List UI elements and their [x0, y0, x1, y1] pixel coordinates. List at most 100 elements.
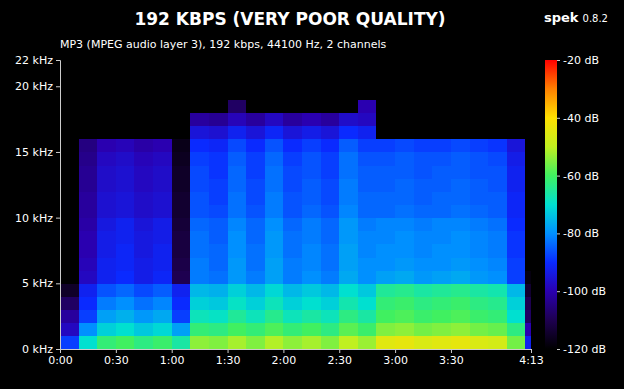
cell — [153, 218, 172, 232]
cell — [97, 126, 116, 140]
cell — [302, 126, 321, 140]
cell — [283, 152, 302, 166]
cell — [153, 244, 172, 258]
cell — [395, 191, 414, 205]
cell — [432, 336, 451, 349]
cell — [153, 178, 172, 192]
cell — [209, 310, 228, 324]
cell — [190, 323, 209, 337]
cell — [321, 257, 340, 271]
cell — [153, 86, 172, 100]
cell — [525, 99, 531, 113]
cell — [134, 152, 153, 166]
cell — [414, 99, 433, 113]
cell — [321, 296, 340, 310]
cell — [172, 231, 191, 245]
tick: -20 dB — [557, 54, 599, 67]
cell — [507, 231, 526, 245]
cell — [525, 178, 531, 192]
cell — [414, 257, 433, 271]
tick-label: 5 kHz — [22, 277, 53, 290]
cell — [432, 270, 451, 284]
cell — [190, 178, 209, 192]
cell — [321, 191, 340, 205]
cell — [358, 310, 377, 324]
cell — [134, 60, 153, 74]
cell — [414, 218, 433, 232]
cell — [172, 257, 191, 271]
cell — [265, 296, 284, 310]
cell — [97, 283, 116, 297]
cell — [246, 152, 265, 166]
cell — [79, 99, 98, 113]
cell — [414, 323, 433, 337]
cell — [432, 191, 451, 205]
cell — [246, 73, 265, 87]
cell — [190, 126, 209, 140]
cell — [97, 152, 116, 166]
tick-label: -80 dB — [563, 227, 599, 240]
tick: 20 kHz — [15, 80, 60, 93]
cell — [209, 283, 228, 297]
cell — [525, 205, 531, 219]
cell — [153, 323, 172, 337]
cell — [265, 191, 284, 205]
tick-label: 2:00 — [272, 354, 297, 367]
tick-label: 0 kHz — [22, 343, 53, 356]
cell — [395, 139, 414, 153]
cell — [153, 60, 172, 74]
cell — [432, 231, 451, 245]
cell — [470, 165, 489, 179]
cell — [376, 191, 395, 205]
cell — [358, 270, 377, 284]
cell — [470, 205, 489, 219]
cell — [283, 296, 302, 310]
cell — [97, 323, 116, 337]
cell — [321, 165, 340, 179]
cell — [134, 178, 153, 192]
cell — [246, 99, 265, 113]
cell — [488, 310, 507, 324]
cell — [507, 165, 526, 179]
cell — [97, 231, 116, 245]
cell — [190, 218, 209, 232]
cell — [265, 336, 284, 349]
tick-mark — [172, 349, 173, 353]
cell — [134, 336, 153, 349]
tick-mark — [557, 291, 560, 292]
cell — [228, 310, 247, 324]
cell — [395, 323, 414, 337]
cell — [358, 218, 377, 232]
cell — [302, 296, 321, 310]
cell — [116, 296, 135, 310]
cell — [153, 296, 172, 310]
cell — [209, 152, 228, 166]
cell — [60, 296, 79, 310]
cell — [432, 126, 451, 140]
cell — [209, 60, 228, 74]
cell — [358, 191, 377, 205]
cell — [190, 336, 209, 349]
cell — [172, 191, 191, 205]
cell — [525, 257, 531, 271]
cell — [321, 99, 340, 113]
cell — [172, 99, 191, 113]
cell — [395, 257, 414, 271]
cell — [507, 60, 526, 74]
cell — [525, 60, 531, 74]
cell — [507, 178, 526, 192]
cell — [451, 73, 470, 87]
cell — [358, 113, 377, 127]
tick-mark — [557, 60, 560, 61]
cell — [190, 165, 209, 179]
cell — [228, 283, 247, 297]
app-name: spek — [544, 10, 579, 25]
cell — [79, 191, 98, 205]
cell — [488, 323, 507, 337]
cell — [265, 323, 284, 337]
cell — [432, 218, 451, 232]
cell — [488, 205, 507, 219]
cell — [265, 60, 284, 74]
cell — [228, 191, 247, 205]
cell — [488, 283, 507, 297]
